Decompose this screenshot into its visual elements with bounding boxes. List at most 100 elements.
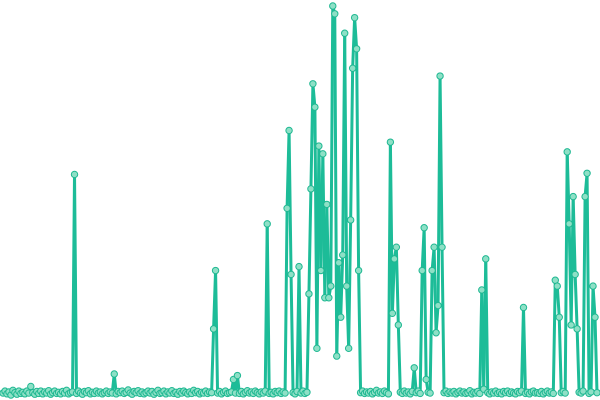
data-point	[325, 294, 333, 302]
line-segment	[573, 272, 579, 331]
data-point	[263, 220, 271, 228]
data-point	[386, 138, 395, 146]
line-segment	[390, 257, 396, 315]
line-segment	[557, 315, 563, 395]
data-point	[341, 29, 349, 37]
line-segment	[575, 327, 581, 394]
line-segment	[565, 150, 571, 226]
data-point	[346, 216, 355, 224]
data-point	[478, 286, 486, 294]
line-segment	[357, 269, 363, 395]
line-segment	[418, 269, 424, 395]
line-segment	[309, 82, 315, 191]
data-point	[209, 325, 218, 333]
data-point	[420, 224, 428, 232]
data-point	[233, 371, 242, 380]
data-point	[426, 389, 434, 397]
data-point	[430, 243, 438, 251]
data-point	[563, 148, 571, 156]
data-point	[418, 266, 426, 275]
line-segment	[438, 74, 444, 249]
data-point	[283, 204, 291, 212]
data-point	[207, 388, 216, 397]
line-segment	[343, 31, 349, 288]
data-point	[410, 364, 418, 372]
line-segment	[593, 315, 599, 395]
data-point	[565, 220, 573, 228]
data-point	[579, 387, 587, 395]
data-point	[344, 344, 353, 353]
data-point	[337, 313, 345, 321]
data-point	[388, 309, 397, 318]
data-point	[482, 255, 490, 263]
data-point	[591, 313, 599, 321]
data-point	[428, 266, 436, 275]
data-point	[354, 266, 363, 275]
line-segment	[355, 47, 361, 273]
data-point	[434, 301, 442, 310]
data-point	[287, 270, 295, 279]
data-point	[555, 313, 563, 321]
line-segment	[339, 253, 345, 319]
data-point	[323, 200, 331, 209]
data-point	[305, 290, 313, 298]
data-point	[211, 266, 220, 275]
data-point	[573, 325, 581, 333]
line-segment	[265, 222, 271, 395]
data-point	[348, 64, 357, 72]
line-segment	[311, 82, 317, 109]
line-segment	[297, 265, 303, 395]
data-point	[394, 321, 403, 329]
data-point	[589, 282, 597, 290]
data-point	[317, 266, 325, 275]
line-segment	[521, 305, 527, 395]
data-point	[567, 321, 575, 329]
data-point	[333, 352, 341, 360]
line-segment	[210, 327, 216, 395]
data-point	[335, 259, 343, 267]
data-point	[438, 243, 446, 251]
line-segment	[396, 323, 402, 394]
data-point	[432, 329, 440, 337]
line-segment	[591, 284, 597, 319]
line-segment	[555, 284, 561, 319]
data-point	[350, 13, 359, 22]
data-point	[331, 10, 339, 18]
data-point	[581, 192, 589, 201]
data-point	[587, 388, 595, 396]
line-segment	[422, 226, 428, 381]
data-point	[327, 282, 335, 290]
line-segment	[214, 269, 220, 395]
line-segment	[325, 202, 331, 300]
data-point	[519, 303, 528, 312]
line-segment	[305, 292, 311, 394]
data-point	[311, 103, 319, 111]
data-point	[309, 80, 317, 88]
data-point	[285, 126, 293, 135]
data-point	[549, 389, 557, 398]
data-point	[295, 262, 303, 271]
line-segment	[333, 12, 339, 358]
data-point	[329, 2, 337, 10]
line-segment	[289, 272, 295, 395]
line-segment	[307, 187, 313, 296]
data-point	[571, 270, 579, 279]
line-segment	[585, 171, 591, 395]
data-point	[342, 282, 351, 290]
data-point	[281, 389, 289, 397]
data-point	[307, 185, 315, 193]
data-point	[392, 243, 401, 251]
data-point	[303, 388, 311, 396]
line-segment	[434, 304, 440, 335]
data-point	[70, 170, 79, 179]
line-segment	[283, 206, 289, 395]
data-point	[553, 282, 561, 290]
data-point	[27, 382, 35, 391]
data-point	[422, 375, 430, 384]
data-point	[561, 389, 569, 397]
line-segment	[353, 16, 359, 51]
data-point	[339, 251, 347, 259]
data-point	[110, 370, 118, 378]
line-segment	[73, 172, 79, 395]
